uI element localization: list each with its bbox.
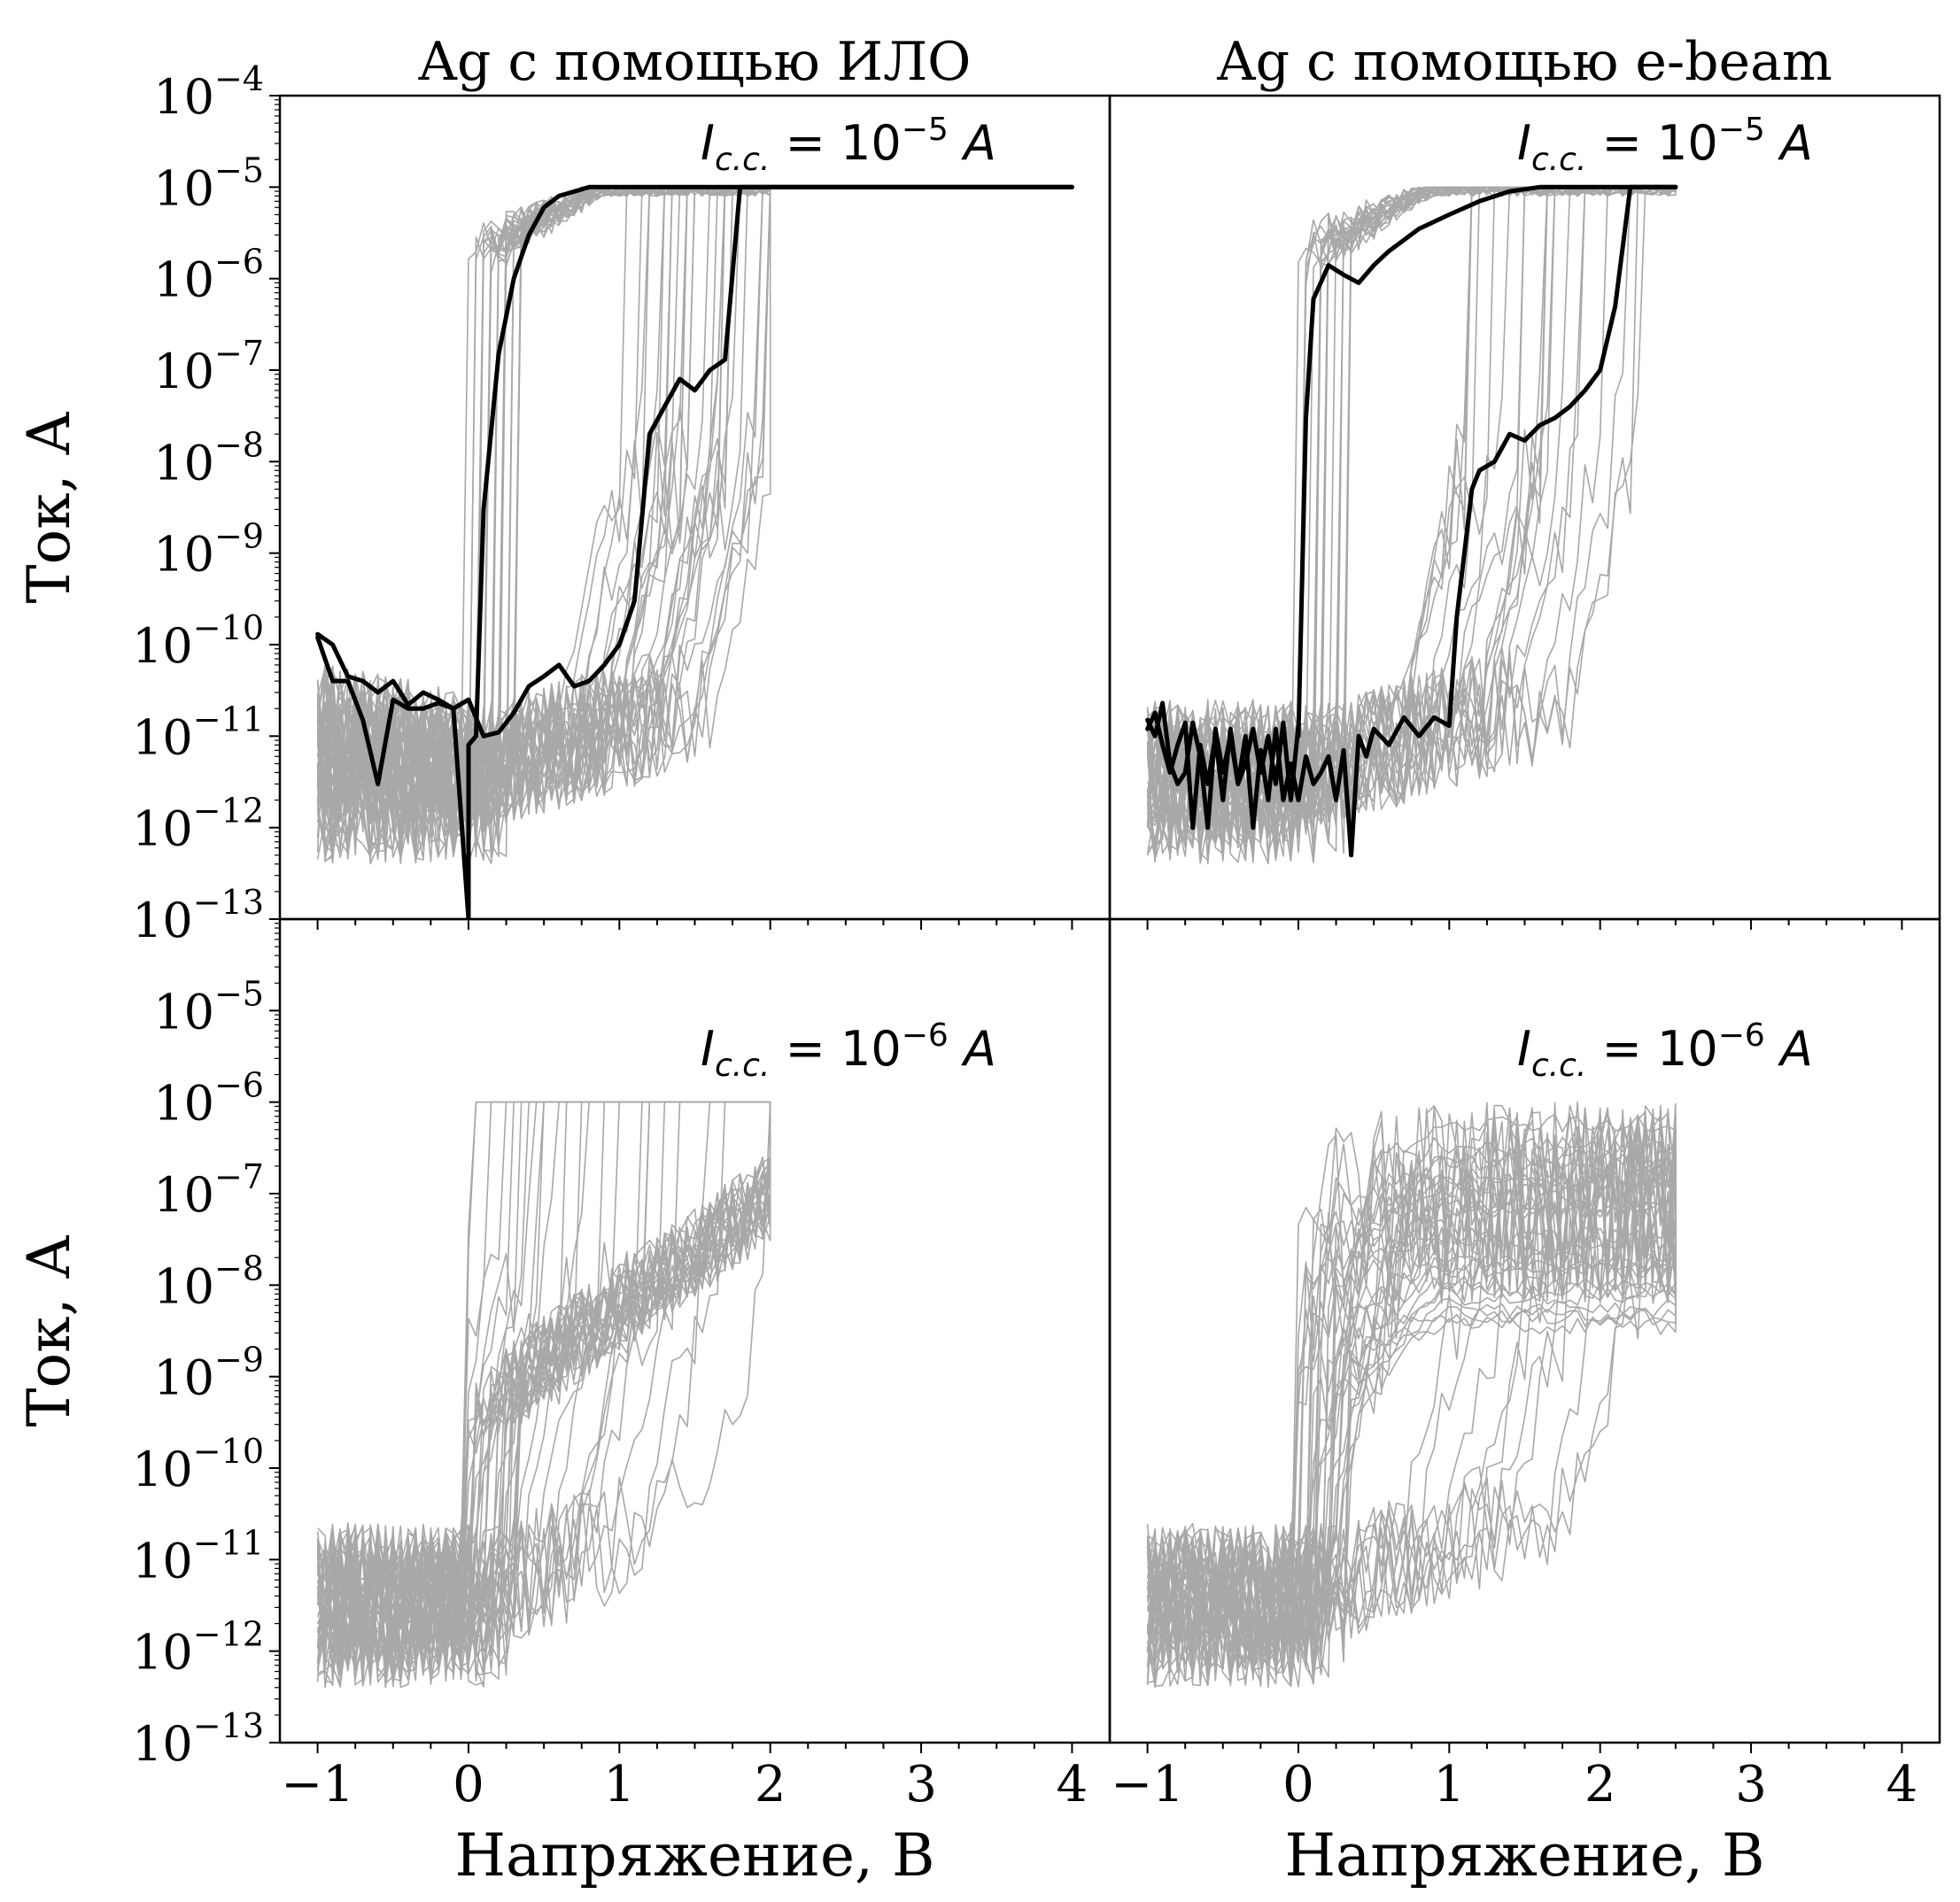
- y-tick-label: 10−11: [132, 700, 264, 765]
- panel-top-right: Ic.c. = 10−5 A: [1108, 94, 1941, 930]
- y-tick-label: 10−11: [132, 1523, 264, 1589]
- x-tick-label: 4: [1886, 1756, 1918, 1813]
- y-tick-label: 10−13: [132, 1706, 264, 1772]
- highlight-cycle-reverse-line: [1145, 184, 1678, 831]
- y-tick-label: 10−8: [153, 425, 264, 491]
- x-tick-label: 1: [603, 1756, 635, 1813]
- x-tick-label: 0: [453, 1756, 484, 1813]
- y-tick-label: 10−5: [153, 974, 264, 1040]
- panel-title: Ag с помощью ИЛО: [418, 31, 972, 93]
- y-tick-label: 10−5: [153, 151, 264, 216]
- x-tick-label: −1: [1111, 1756, 1184, 1813]
- panel-top-left: Ic.c. = 10−5 A: [278, 94, 1112, 930]
- compliance-annotation: Ic.c. = 10−5 A: [701, 112, 996, 178]
- y-tick-label: 10−12: [132, 1615, 264, 1681]
- y-tick-label: 10−9: [153, 517, 264, 583]
- grey-cycle-line: [1146, 1166, 1677, 1682]
- x-tick-label: 2: [1584, 1756, 1616, 1813]
- plot-area-top-left: [315, 184, 1074, 919]
- x-tick-label: 2: [755, 1756, 786, 1813]
- grey-cycle-line: [316, 1101, 771, 1675]
- x-tick-label: 0: [1282, 1756, 1314, 1813]
- panel-title: Ag с помощью e-beam: [1216, 31, 1832, 93]
- x-axis-label: Напряжение, В: [454, 1821, 934, 1890]
- compliance-annotation: Ic.c. = 10−6 A: [1517, 1017, 1813, 1084]
- x-axis-label: Напряжение, В: [1284, 1821, 1764, 1890]
- y-tick-label: 10−4: [153, 59, 264, 125]
- panel-bottom-right: Ic.c. = 10−6 A: [1108, 917, 1941, 1753]
- y-tick-label: 10−10: [132, 608, 264, 674]
- x-tick-label: 3: [905, 1756, 937, 1813]
- plot-area-bottom-right: [1146, 1101, 1677, 1689]
- compliance-annotation: Ic.c. = 10−5 A: [1517, 112, 1813, 178]
- y-axis-label: Ток, А: [15, 1235, 83, 1427]
- plot-area-bottom-left: [316, 1101, 771, 1689]
- panel-bottom-left: Ic.c. = 10−6 A: [278, 917, 1112, 1753]
- y-tick-label: 10−13: [132, 883, 264, 948]
- compliance-annotation: Ic.c. = 10−6 A: [701, 1017, 996, 1084]
- highlight-cycle-forward-line: [315, 184, 1074, 738]
- x-tick-label: −1: [281, 1756, 354, 1813]
- y-tick-label: 10−6: [153, 1066, 264, 1132]
- y-tick-label: 10−9: [153, 1341, 264, 1406]
- y-tick-label: 10−7: [153, 1157, 264, 1223]
- y-tick-label: 10−6: [153, 243, 264, 308]
- x-tick-label: 4: [1057, 1756, 1088, 1813]
- y-tick-label: 10−10: [132, 1432, 264, 1497]
- y-tick-label: 10−12: [132, 792, 264, 857]
- plot-area-top-right: [1145, 184, 1678, 865]
- y-axis-label: Ток, А: [15, 412, 83, 604]
- highlight-cycle-reverse-line: [315, 184, 1074, 919]
- x-tick-label: 3: [1735, 1756, 1767, 1813]
- y-tick-label: 10−8: [153, 1249, 264, 1314]
- x-tick-label: 1: [1433, 1756, 1465, 1813]
- y-tick-label: 10−7: [153, 334, 264, 399]
